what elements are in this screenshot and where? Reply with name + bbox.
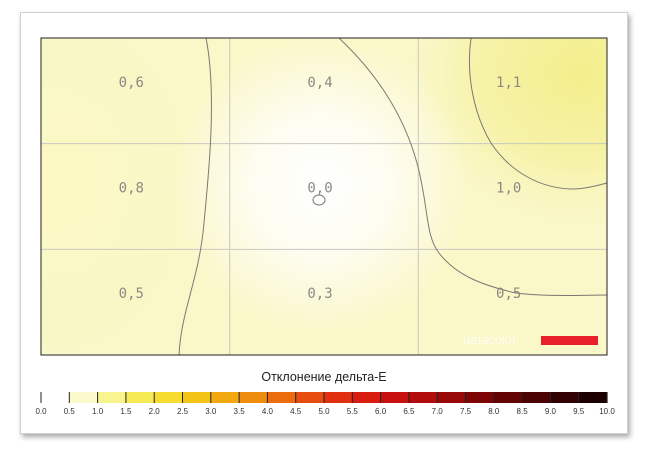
cell-value-r2-c0: 0,5 (119, 286, 144, 302)
colorbar-tick-label: 0.5 (64, 407, 76, 416)
cell-value-r1-c2: 1,0 (496, 181, 521, 197)
colorbar-tick-label: 2.0 (149, 407, 161, 416)
colorbar-tick-label: 6.0 (375, 407, 387, 416)
colorbar-tick-label: 3.5 (234, 407, 246, 416)
colorbar-segment (380, 392, 410, 403)
cell-value-labels: 0,6 0,4 1,1 0,8 0,0 1,0 0,5 0,3 0,5 (119, 75, 522, 302)
colorbar-title: Отклонение дельта-E (261, 370, 386, 384)
colorbar-tick-label: 4.5 (290, 407, 302, 416)
colorbar-segment (465, 392, 495, 403)
colorbar-tick-label: 1.5 (120, 407, 132, 416)
contour-lines (178, 37, 608, 356)
colorbar-tick-label: 1.0 (92, 407, 104, 416)
colorbar-tick-label: 5.0 (318, 407, 330, 416)
datacolor-logo: datacolor (463, 332, 598, 347)
colorbar-segment (182, 392, 212, 403)
colorbar-tick-label: 4.0 (262, 407, 274, 416)
cell-value-r0-c0: 0,6 (119, 75, 144, 91)
colorbar-tick-label: 8.5 (517, 407, 529, 416)
uniformity-chart-panel: 0,6 0,4 1,1 0,8 0,0 1,0 0,5 0,3 0,5 datacolor От… (20, 12, 628, 434)
plot-frame (40, 37, 608, 356)
svg-text:datacolor: datacolor (463, 332, 517, 347)
colorbar-tick-label: 0.0 (35, 407, 47, 416)
cell-value-r1-c1: 0,0 (307, 181, 332, 197)
cell-value-r0-c1: 0,4 (307, 75, 332, 91)
colorbar-segment (41, 392, 70, 403)
colorbar-tick-label: 6.5 (403, 407, 415, 416)
contour-line-1-0 (468, 37, 608, 190)
cell-value-r0-c2: 1,1 (496, 75, 521, 91)
colorbar-tick-label: 8.0 (488, 407, 500, 416)
colorbar-segment (324, 392, 353, 403)
colorbar-segment (97, 392, 127, 403)
cell-value-r2-c2: 0,5 (496, 286, 521, 302)
contour-line-0-5-left (178, 37, 212, 356)
colorbar-segment (69, 392, 99, 403)
colorbar-segment (239, 392, 268, 403)
contour-line-0-0 (312, 194, 326, 206)
colorbar-segment (522, 392, 551, 403)
uniformity-heatmap: 0,6 0,4 1,1 0,8 0,0 1,0 0,5 0,3 0,5 datacolor От… (35, 37, 615, 416)
colorbar-segment (408, 392, 438, 403)
colorbar-segment (267, 392, 297, 403)
colorbar-segment (125, 392, 155, 403)
cell-value-r1-c0: 0,8 (119, 181, 144, 197)
colorbar-tick-label: 7.5 (460, 407, 472, 416)
colorbar-segment (295, 392, 325, 403)
colorbar-segment (154, 392, 184, 403)
colorbar-segment (210, 392, 240, 403)
cell-value-r2-c1: 0,3 (307, 286, 332, 302)
grid-lines (41, 38, 607, 355)
colorbar: 0.0 0.5 1.0 1.5 2.0 2.5 3.0 3.5 4.0 4.5 5.0 5.5 6.0 6… (35, 392, 615, 416)
colorbar-tick-label: 9.5 (573, 407, 585, 416)
colorbar-tick-label: 10.0 (599, 407, 615, 416)
colorbar-segment (550, 392, 580, 403)
colorbar-tick-label: 2.5 (177, 407, 189, 416)
colorbar-segment (437, 392, 467, 403)
colorbar-segment (493, 392, 523, 403)
colorbar-segment (578, 392, 608, 403)
colorbar-tick-label: 5.5 (347, 407, 359, 416)
logo-bar (541, 336, 598, 345)
contour-line-0-5-right (338, 37, 608, 296)
colorbar-tick-label: 7.0 (432, 407, 444, 416)
colorbar-tick-label: 3.0 (205, 407, 217, 416)
colorbar-tick-label: 9.0 (545, 407, 557, 416)
colorbar-segment (352, 392, 382, 403)
